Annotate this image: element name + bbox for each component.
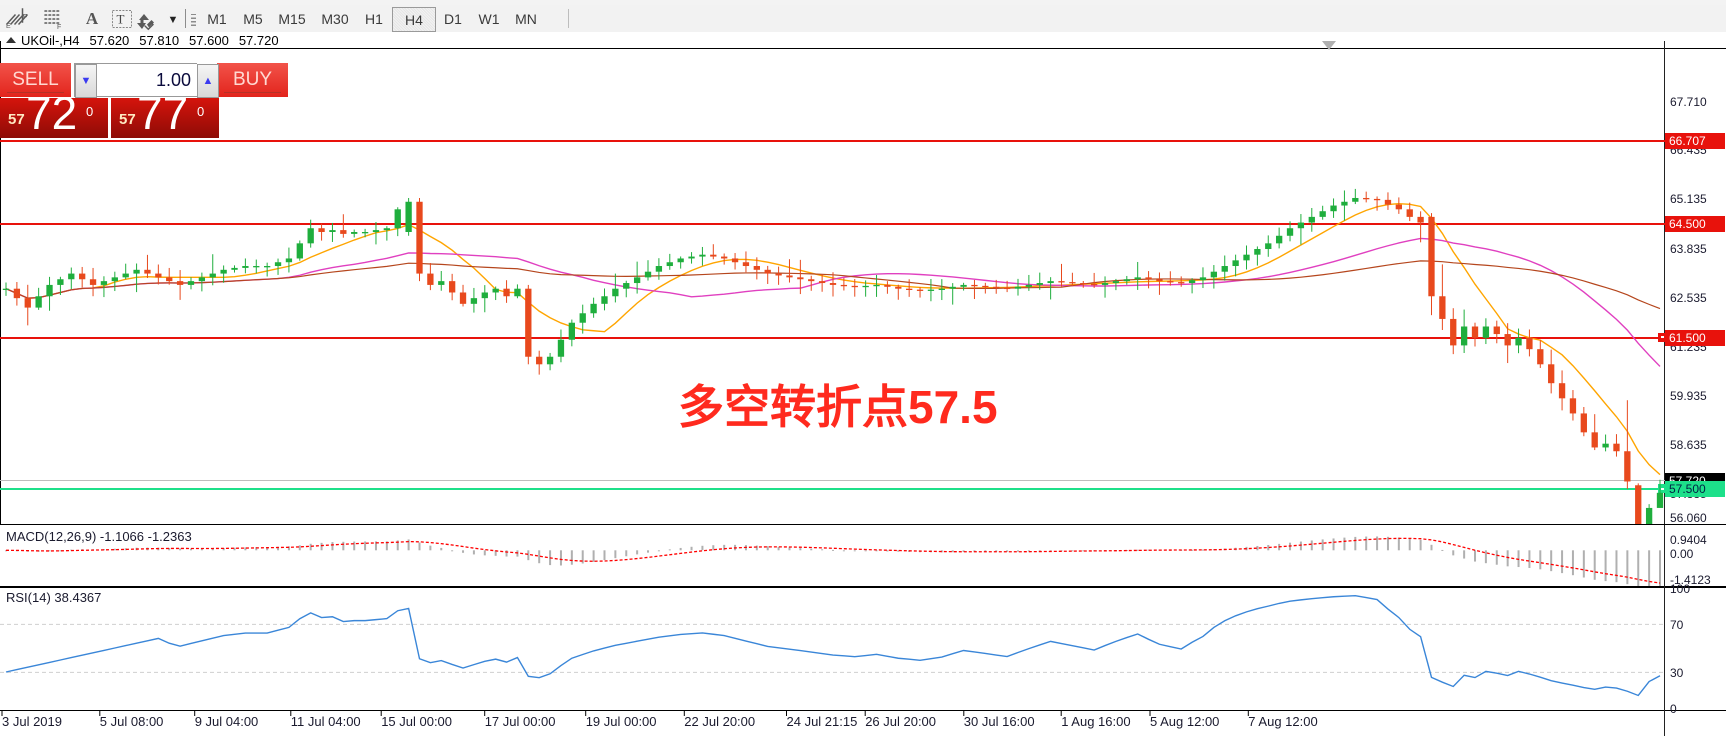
svg-text:E: E bbox=[6, 23, 11, 29]
svg-text:F: F bbox=[23, 14, 27, 21]
svg-text:F: F bbox=[57, 24, 61, 30]
svg-text:T: T bbox=[117, 12, 125, 27]
